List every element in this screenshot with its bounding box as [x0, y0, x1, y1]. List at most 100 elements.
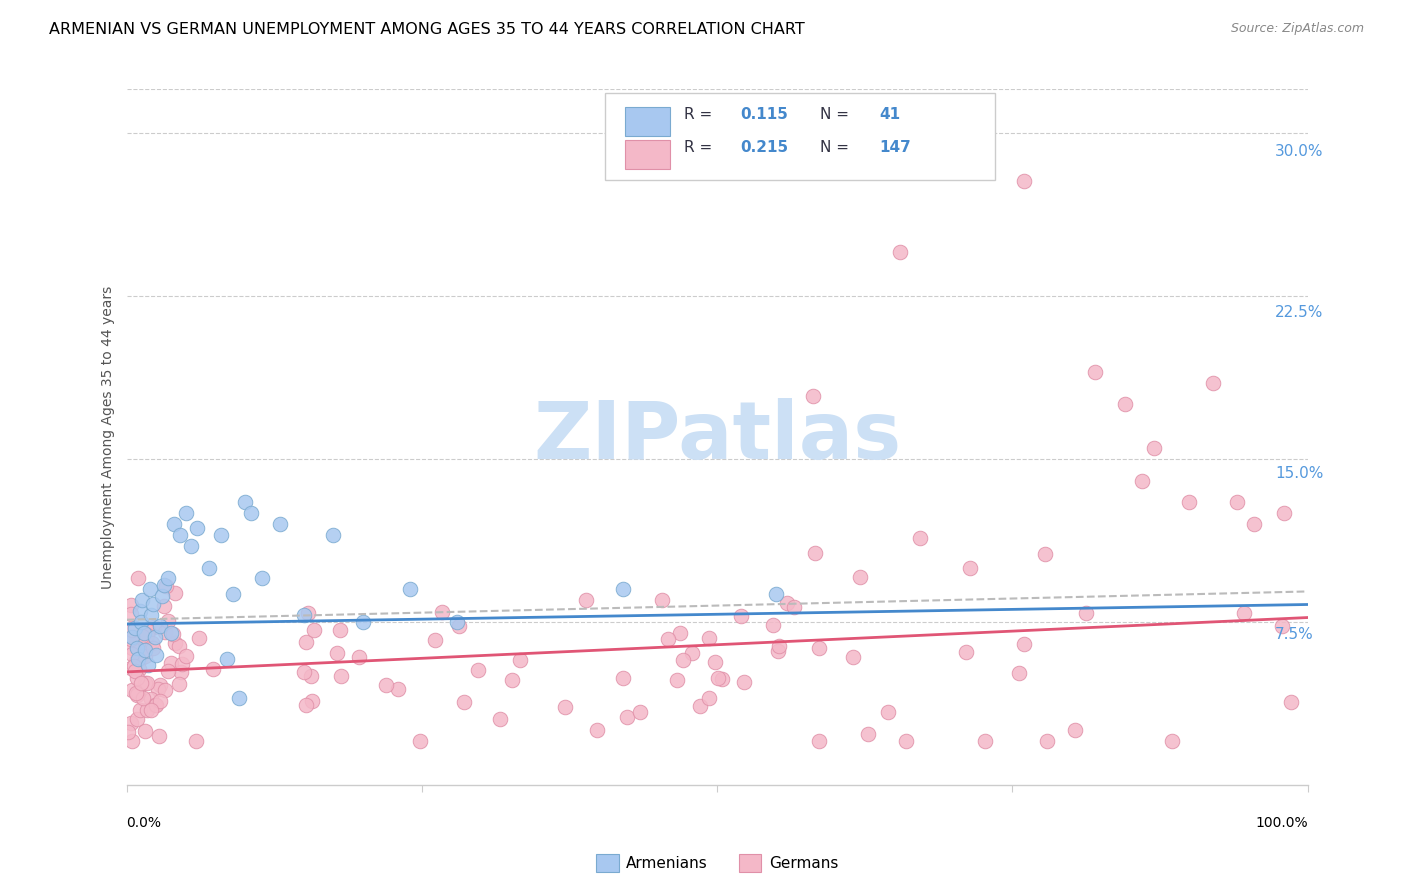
Point: [209, 597, 232, 611]
Point: [942, 573, 965, 587]
Point: [509, 722, 531, 736]
Point: [174, 722, 197, 736]
Point: [169, 618, 191, 632]
Text: Source: ZipAtlas.com: Source: ZipAtlas.com: [1230, 22, 1364, 36]
Point: [290, 582, 312, 597]
Point: [714, 681, 737, 696]
Legend: Armenians, Germans: Armenians, Germans: [593, 856, 848, 887]
Point: [488, 673, 510, 688]
Point: [939, 655, 962, 669]
Point: [208, 529, 231, 543]
Point: [195, 630, 218, 644]
Text: 0.0%: 0.0%: [127, 816, 162, 830]
Point: [184, 669, 207, 683]
Point: [181, 637, 204, 651]
Point: [176, 673, 198, 687]
Point: [569, 710, 592, 724]
Point: [780, 611, 803, 625]
Point: [332, 616, 354, 631]
Point: [658, 604, 681, 618]
Point: [269, 701, 291, 715]
Point: [252, 540, 274, 554]
Point: [1144, 508, 1167, 522]
Point: [456, 615, 478, 630]
Point: [207, 638, 229, 652]
Y-axis label: Unemployment Among Ages 35 to 44 years: Unemployment Among Ages 35 to 44 years: [101, 299, 115, 602]
Point: [734, 685, 756, 699]
Point: [993, 648, 1015, 662]
Point: [361, 679, 384, 693]
Point: [232, 642, 254, 657]
Point: [174, 582, 197, 597]
Point: [184, 686, 207, 700]
Point: [217, 668, 239, 682]
Point: [897, 543, 920, 558]
Point: [1049, 616, 1071, 631]
Point: [245, 672, 267, 686]
Point: [176, 662, 198, 676]
Point: [183, 713, 205, 727]
Point: [174, 647, 197, 661]
Point: [710, 681, 733, 696]
Point: [181, 686, 204, 700]
Point: [191, 640, 214, 655]
Point: [993, 190, 1015, 204]
Point: [186, 593, 209, 607]
Point: [330, 645, 353, 659]
Point: [664, 643, 686, 657]
Point: [219, 518, 242, 533]
Point: [179, 687, 201, 701]
Text: N =: N =: [815, 124, 849, 139]
Text: ARMENIAN VS GERMAN UNEMPLOYMENT AMONG AGES 35 TO 44 YEARS CORRELATION CHART: ARMENIAN VS GERMAN UNEMPLOYMENT AMONG AG…: [49, 22, 806, 37]
Point: [879, 260, 901, 275]
Point: [1230, 631, 1253, 645]
Point: [257, 662, 280, 676]
Point: [191, 708, 214, 723]
Point: [520, 683, 543, 698]
Point: [191, 707, 214, 722]
Point: [1205, 529, 1227, 543]
Point: [380, 660, 402, 674]
Point: [174, 698, 197, 713]
Point: [382, 626, 405, 640]
Point: [274, 508, 297, 522]
Text: 100.0%: 100.0%: [1256, 816, 1308, 830]
Point: [200, 692, 222, 706]
Point: [187, 701, 209, 715]
Point: [173, 641, 195, 656]
Point: [675, 637, 697, 651]
Point: [225, 550, 247, 565]
Point: [589, 604, 612, 618]
Point: [1239, 705, 1261, 719]
Point: [693, 709, 716, 723]
Point: [176, 697, 198, 711]
Point: [174, 651, 197, 665]
Point: [956, 744, 979, 758]
Point: [188, 647, 211, 661]
Point: [988, 676, 1011, 690]
Point: [849, 736, 872, 750]
Point: [672, 682, 695, 697]
Point: [678, 663, 700, 677]
Point: [202, 582, 225, 597]
Point: [181, 733, 204, 747]
Point: [231, 533, 253, 548]
Point: [1085, 411, 1108, 425]
Point: [179, 640, 201, 655]
Point: [278, 518, 301, 533]
Point: [172, 632, 194, 647]
Text: 147: 147: [870, 157, 901, 172]
Point: [766, 650, 789, 665]
Text: R =: R =: [690, 157, 723, 172]
Point: [166, 734, 188, 748]
Point: [170, 640, 193, 655]
Point: [173, 674, 195, 689]
FancyBboxPatch shape: [617, 111, 977, 196]
Point: [337, 634, 360, 648]
Point: [426, 593, 449, 607]
Point: [638, 714, 661, 729]
Point: [470, 626, 492, 640]
Point: [193, 692, 215, 706]
Point: [188, 608, 211, 623]
Point: [884, 744, 907, 758]
